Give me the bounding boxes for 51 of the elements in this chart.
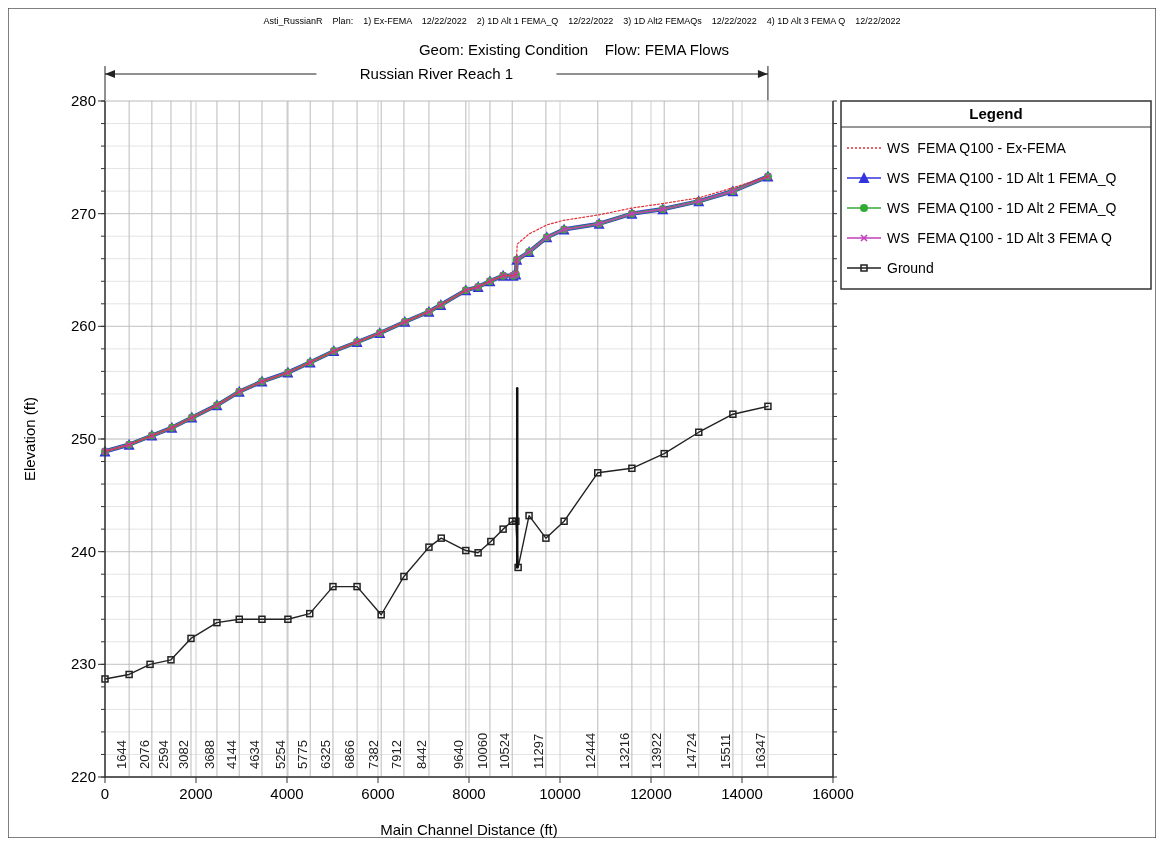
annotation: 10524	[497, 732, 513, 769]
annotation: 2594	[155, 740, 171, 769]
legend-label: WS FEMA Q100 - Ex-FEMA	[887, 140, 1067, 156]
annotation: 13216	[616, 732, 632, 769]
annotation: 6325	[317, 740, 333, 769]
annotation: 8442	[413, 740, 429, 769]
annotation: 15511	[717, 733, 733, 769]
annotation: 11297	[530, 733, 546, 769]
x-tick-label: 4000	[270, 785, 304, 802]
x-tick-label: 14000	[721, 785, 763, 802]
annotation: 5775	[295, 740, 311, 769]
x-tick-label: 2000	[179, 785, 213, 802]
legend-label: WS FEMA Q100 - 1D Alt 3 FEMA Q	[887, 230, 1112, 246]
chart-subtitle: Asti_RussianR Plan: 1) Ex-FEMA 12/22/2022 2) 1D Alt 1 FEMA_Q 12/22/2022 3) 1D Alt2 FEMAQs 12/22/2022 4) 1D Alt 3 FEMA Q 12/22/2022	[263, 16, 901, 26]
annotation: 1644	[114, 740, 130, 769]
chart-title: Geom: Existing Condition Flow: FEMA Flows	[418, 41, 730, 58]
annotation: 7382	[366, 740, 382, 769]
annotation: 9640	[450, 740, 466, 769]
x-tick-label: 16000	[812, 785, 854, 802]
annotation: 5254	[272, 740, 288, 769]
y-tick-label: 250	[70, 430, 96, 447]
x-tick-label: 12000	[630, 785, 672, 802]
annotation: 13922	[649, 732, 665, 769]
legend-title: Legend	[969, 105, 1023, 122]
annotation: 4634	[246, 740, 262, 769]
annotation: 2076	[136, 740, 152, 769]
annotation: 6866	[342, 740, 358, 769]
annotation: 7912	[388, 740, 404, 769]
y-tick-label: 240	[70, 542, 96, 560]
annotation: 12444	[582, 732, 598, 769]
y-axis-title: Elevation (ft)	[21, 396, 38, 482]
annotation: 4144	[224, 740, 240, 769]
legend-label: WS FEMA Q100 - 1D Alt 1 FEMA_Q	[887, 170, 1117, 186]
annotation: 10060	[474, 732, 490, 769]
y-tick-label: 230	[70, 655, 96, 673]
x-tick-label: 8000	[452, 785, 486, 802]
legend-label: Ground	[887, 260, 934, 276]
text: Russian River Reach 1	[359, 65, 514, 82]
legend-label: WS FEMA Q100 - 1D Alt 2 FEMA_Q	[887, 200, 1117, 216]
annotation: 3688	[201, 740, 217, 769]
x-tick-label: 10000	[539, 785, 581, 802]
annotation: 3082	[175, 740, 191, 769]
y-tick-label: 260	[70, 317, 96, 335]
y-tick-label: 270	[70, 204, 96, 222]
x-tick-label: 6000	[361, 785, 395, 802]
y-tick-label: 220	[70, 768, 96, 785]
x-axis-title: Main Channel Distance (ft)	[380, 821, 558, 838]
y-tick-label: 280	[70, 92, 96, 109]
annotation: 14724	[683, 732, 699, 769]
x-tick-label: 0	[100, 785, 110, 802]
annotation: 16347	[752, 732, 768, 769]
